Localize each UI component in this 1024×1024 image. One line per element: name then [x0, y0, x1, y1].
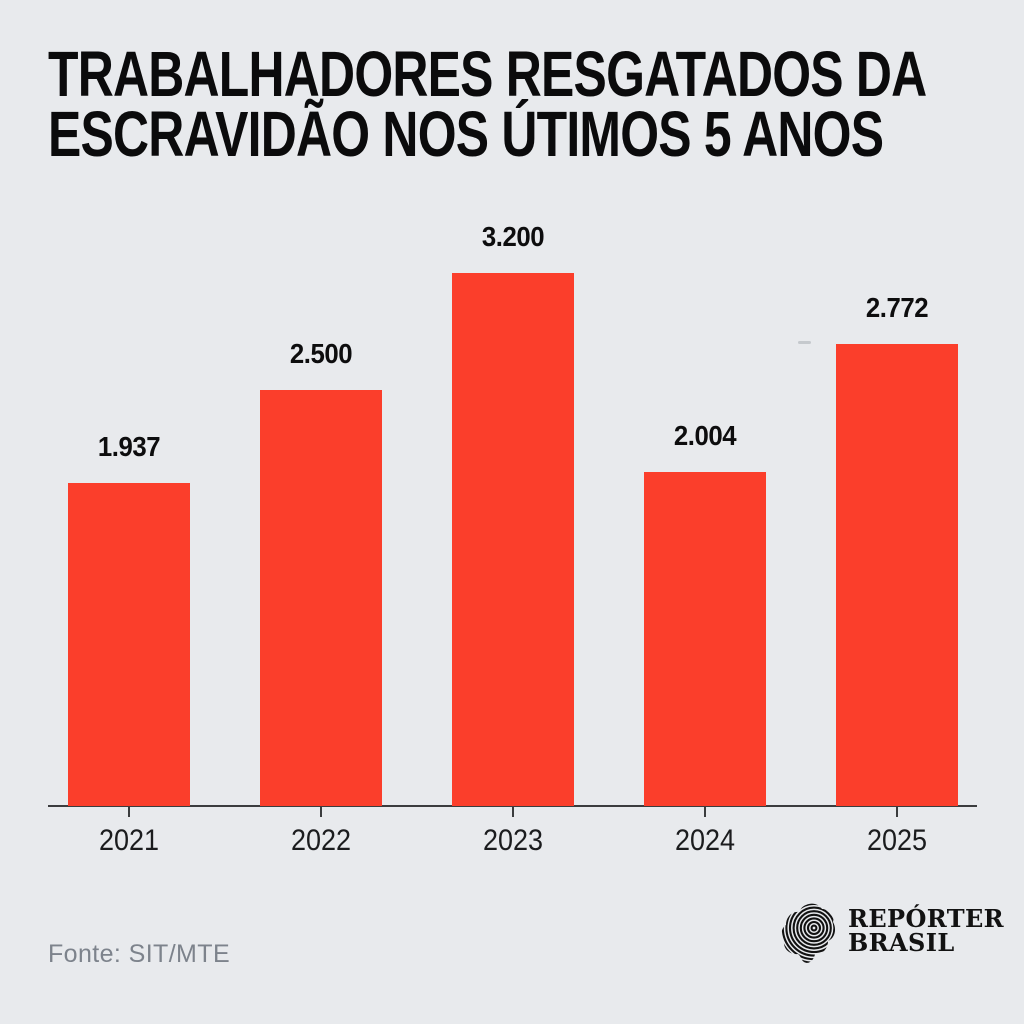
chart-title: TRABALHADORES RESGATADOS DA ESCRAVIDÃO N… — [48, 38, 927, 170]
bar-rect-2021 — [67, 483, 190, 806]
chart-title-line-2: ESCRAVIDÃO NOS ÚTIMOS 5 ANOS — [48, 98, 884, 170]
x-axis-tick-2024 — [704, 807, 707, 817]
x-tick-label-2024: 2024 — [675, 824, 736, 857]
bar-rect-2022 — [259, 390, 382, 806]
bar-rect-2024 — [644, 472, 767, 806]
value-label-2023: 3.200 — [481, 221, 545, 252]
x-axis-tick-2022 — [319, 807, 322, 817]
bar-rect-2023 — [451, 273, 574, 806]
x-tick-label-2022: 2022 — [290, 824, 351, 857]
x-axis-tick-2021 — [127, 807, 130, 817]
value-label-2022: 2.500 — [289, 338, 353, 369]
x-axis-tick-2025 — [896, 807, 899, 817]
value-label-2024: 2.004 — [674, 420, 737, 451]
logo-line-reporter: REPÓRTER — [848, 904, 1005, 933]
x-axis-tick-2023 — [511, 807, 514, 817]
x-tick-label-2023: 2023 — [482, 824, 543, 857]
x-axis-line — [48, 805, 977, 807]
source-credit: Fonte: SIT/MTE — [48, 940, 231, 968]
brazil-fingerprint-icon — [781, 903, 836, 963]
logo-line-brasil: BRASIL — [848, 928, 955, 957]
bar-rect-2025 — [836, 344, 959, 806]
smudge-artifact — [798, 341, 811, 344]
value-label-2025: 2.772 — [866, 292, 929, 323]
reporter-brasil-wordmark: REPÓRTER BRASIL — [848, 907, 1004, 955]
value-label-2021: 1.937 — [97, 431, 160, 462]
chart-title-line-1: TRABALHADORES RESGATADOS DA — [48, 38, 927, 110]
reporter-brasil-logo: REPÓRTER BRASIL — [778, 898, 1004, 978]
x-tick-label-2021: 2021 — [98, 824, 159, 857]
x-tick-label-2025: 2025 — [867, 824, 928, 857]
